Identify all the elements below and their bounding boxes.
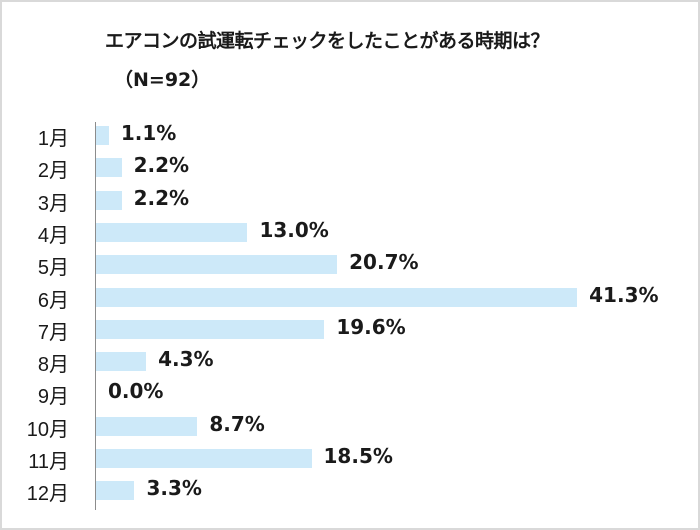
bar: [96, 352, 147, 372]
bar-row: 3月 2.2%: [2, 184, 700, 216]
category-label: 11月: [28, 451, 69, 473]
bar: [96, 287, 578, 307]
category-label: 6月: [37, 289, 69, 312]
category-label: 5月: [37, 257, 69, 280]
bar: [96, 190, 122, 210]
category-label: 8月: [37, 354, 69, 377]
bar: [96, 158, 122, 178]
category-axis-line: [95, 122, 96, 510]
bar-row: 5月 20.7%: [2, 248, 700, 280]
bar: [96, 126, 109, 145]
value-label: 4.3%: [158, 347, 214, 372]
bar-row: 12月 3.3%: [2, 474, 700, 506]
value-label: 19.6%: [336, 314, 406, 339]
bar-row: 1月 1.1%: [2, 119, 700, 151]
bar-row: 9月 0.0%: [2, 377, 700, 409]
bar-row: 4月 13.0%: [2, 216, 700, 248]
bar-row: 11月 18.5%: [2, 442, 700, 474]
chart-subtitle: （N=92）: [114, 69, 211, 91]
value-label: 3.3%: [146, 476, 202, 501]
category-label: 2月: [37, 160, 69, 183]
bar-row: 2月 2.2%: [2, 151, 700, 183]
bar-row: 8月 4.3%: [2, 345, 700, 377]
bar: [96, 449, 312, 468]
category-label: 4月: [37, 224, 69, 247]
bar: [96, 481, 135, 501]
value-label: 18.5%: [323, 444, 393, 468]
bar-row: 7月 19.6%: [2, 313, 700, 345]
chart-title: エアコンの試運転チェックをしたことがある時期は？: [105, 30, 550, 52]
value-label: 2.2%: [133, 153, 190, 178]
value-label: 8.7%: [209, 411, 265, 436]
value-label: 2.2%: [133, 185, 190, 210]
value-label: 13.0%: [259, 217, 329, 242]
bar-row: 6月 41.3%: [2, 281, 700, 313]
bar-row: 10月 8.7%: [2, 410, 700, 442]
bar: [96, 416, 198, 436]
value-label: 1.1%: [120, 121, 177, 145]
bar: [96, 255, 338, 275]
category-label: 10月: [26, 418, 69, 441]
value-label: 0.0%: [108, 379, 164, 404]
category-label: 12月: [26, 483, 69, 506]
category-label: 9月: [37, 386, 69, 409]
category-label: 7月: [37, 321, 69, 344]
category-label: 3月: [37, 192, 69, 215]
bar: [96, 222, 248, 242]
bar: [96, 319, 325, 339]
value-label: 41.3%: [589, 282, 659, 307]
value-label: 20.7%: [349, 250, 419, 275]
category-label: 1月: [37, 128, 69, 150]
